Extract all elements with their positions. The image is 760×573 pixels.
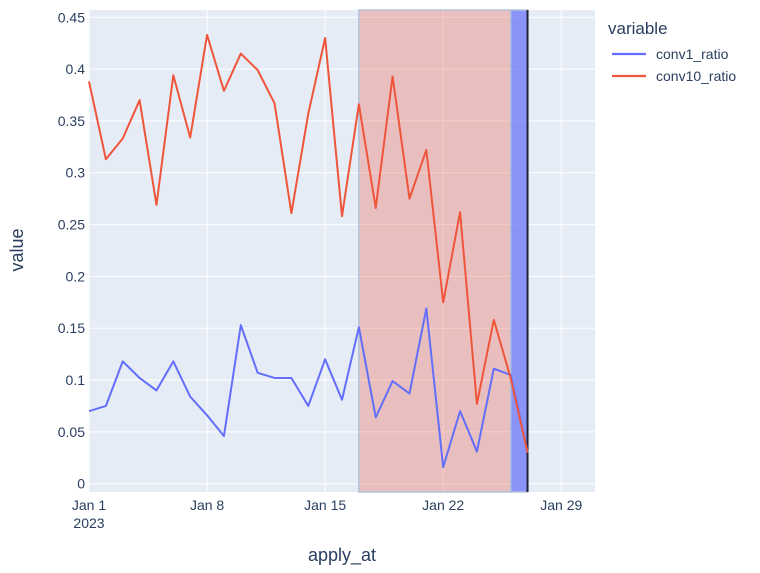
- x-gridlines: [88, 10, 562, 492]
- legend: variable conv1_ratio conv10_ratio: [608, 19, 736, 84]
- y-tick-label: 0.45: [58, 9, 85, 25]
- x-tick-label: Jan 15: [304, 497, 346, 513]
- y-tick-label: 0.2: [66, 268, 86, 284]
- shaded-region-1: [358, 9, 512, 493]
- x-tick-sublabel: 2023: [73, 515, 104, 531]
- x-tick-labels: Jan 1 2023 Jan 8 Jan 15 Jan 22 Jan 29: [72, 497, 583, 531]
- series-line-conv10_ratio: [88, 33, 529, 453]
- legend-label-conv10: conv10_ratio: [656, 68, 736, 84]
- legend-title: variable: [608, 19, 668, 38]
- series-line-conv1_ratio: [88, 307, 529, 469]
- legend-label-conv1: conv1_ratio: [656, 46, 729, 62]
- x-tick-label: Jan 29: [540, 497, 582, 513]
- y-tick-label: 0: [77, 476, 85, 492]
- shaded-regions: [358, 9, 529, 493]
- series-lines: [88, 33, 529, 469]
- x-tick-label: Jan 22: [422, 497, 464, 513]
- y-axis-title: value: [7, 228, 27, 271]
- legend-item-conv10[interactable]: conv10_ratio: [612, 68, 736, 84]
- y-tick-label: 0.15: [58, 320, 85, 336]
- y-tick-label: 0.4: [66, 61, 86, 77]
- y-tick-label: 0.25: [58, 217, 85, 233]
- y-tick-labels: 0 0.05 0.1 0.15 0.2 0.25 0.3 0.35 0.4 0.45: [58, 9, 85, 491]
- y-tick-label: 0.1: [66, 372, 86, 388]
- y-tick-label: 0.05: [58, 424, 85, 440]
- x-tick-label: Jan 8: [190, 497, 224, 513]
- x-tick-label: Jan 1: [72, 497, 106, 513]
- y-tick-label: 0.3: [66, 165, 86, 181]
- x-axis-title: apply_at: [308, 545, 376, 566]
- y-tick-label: 0.35: [58, 113, 85, 129]
- legend-item-conv1[interactable]: conv1_ratio: [612, 46, 729, 62]
